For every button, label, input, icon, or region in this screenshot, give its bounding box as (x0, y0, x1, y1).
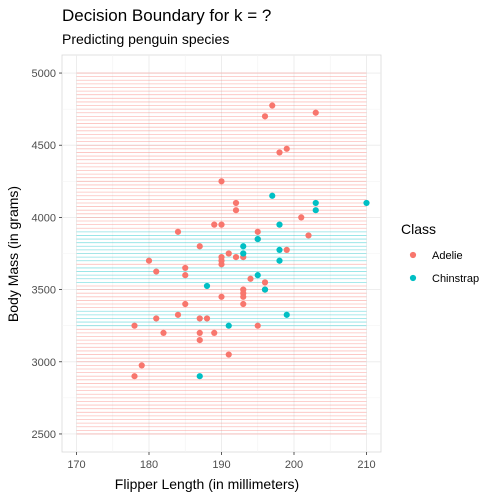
data-point-adelie (247, 275, 254, 282)
data-point-chinstrap (254, 235, 261, 243)
data-point-chinstrap (283, 311, 290, 318)
data-point-adelie (312, 109, 319, 116)
data-point-adelie (196, 337, 203, 344)
y-axis-title: Body Mass (in grams) (5, 186, 21, 322)
data-point-adelie (240, 293, 247, 300)
data-point-adelie (203, 315, 211, 322)
data-point-adelie (182, 264, 189, 272)
data-point-adelie (131, 322, 138, 329)
x-tick-label: 210 (357, 459, 375, 471)
data-point-chinstrap (269, 192, 276, 199)
legend-label-adelie: Adelie (432, 250, 463, 262)
data-point-chinstrap (276, 257, 283, 264)
plot-panel (61, 54, 382, 453)
x-axis-ticks: 170 180 190 200 210 (67, 452, 376, 471)
data-point-chinstrap (261, 286, 269, 293)
y-tick-label: 5000 (32, 68, 56, 80)
data-point-adelie (174, 311, 182, 318)
x-axis-title: Flipper Length (in millimeters) (115, 476, 299, 492)
decision-boundary (76, 72, 367, 435)
y-tick-label: 2500 (32, 429, 56, 441)
data-point-adelie (182, 272, 189, 279)
data-point-adelie (196, 315, 203, 322)
data-point-adelie (283, 246, 290, 253)
data-point-adelie (269, 102, 276, 109)
data-point-chinstrap (363, 199, 370, 207)
data-point-adelie (145, 257, 153, 264)
data-point-adelie (153, 268, 160, 275)
legend-label-chinstrap: Chinstrap (432, 273, 479, 285)
data-point-adelie (232, 199, 240, 207)
legend-title: Class (401, 221, 436, 237)
y-axis-ticks: 2500 3000 3500 4000 4500 5000 (32, 68, 62, 441)
data-point-adelie (232, 207, 240, 214)
data-point-adelie (261, 113, 269, 120)
legend-key-chinstrap (409, 274, 417, 282)
data-point-adelie (196, 329, 203, 336)
y-tick-label: 3500 (32, 285, 56, 297)
data-point-adelie (182, 300, 189, 308)
data-point-adelie (138, 362, 145, 369)
data-point-chinstrap (225, 322, 232, 329)
x-tick-label: 200 (285, 459, 303, 471)
data-point-adelie (218, 261, 225, 268)
legend: Class Adelie Chinstrap (401, 221, 479, 285)
data-point-adelie (232, 254, 240, 261)
data-point-adelie (283, 145, 290, 152)
data-point-adelie (131, 373, 138, 380)
data-point-chinstrap (240, 250, 247, 257)
y-tick-label: 4500 (32, 140, 56, 152)
data-point-adelie (196, 243, 203, 250)
data-point-chinstrap (312, 207, 319, 214)
x-tick-label: 180 (140, 459, 158, 471)
data-point-chinstrap (312, 199, 319, 207)
data-point-adelie (225, 250, 232, 257)
data-point-adelie (261, 279, 269, 286)
data-point-chinstrap (254, 272, 261, 279)
grid-lines (62, 55, 381, 452)
data-point-adelie (153, 315, 160, 322)
data-point-adelie (218, 293, 225, 300)
data-point-adelie (240, 300, 247, 308)
data-point-adelie (218, 178, 225, 185)
data-point-adelie (225, 351, 232, 358)
data-point-adelie (276, 149, 283, 156)
data-point-chinstrap (276, 246, 283, 253)
data-point-adelie (174, 228, 182, 235)
data-point-adelie (218, 221, 225, 228)
x-tick-label: 190 (212, 459, 230, 471)
data-point-chinstrap (240, 243, 247, 250)
chart-subtitle: Predicting penguin species (62, 31, 229, 47)
data-points (131, 102, 370, 380)
data-point-chinstrap (196, 373, 203, 380)
data-point-adelie (254, 322, 261, 329)
legend-key-adelie (409, 251, 417, 259)
data-point-chinstrap (276, 221, 283, 228)
y-tick-label: 3000 (32, 357, 56, 369)
data-point-adelie (160, 329, 167, 336)
data-point-adelie (211, 329, 218, 336)
data-point-chinstrap (203, 282, 211, 290)
data-point-adelie (211, 221, 218, 228)
y-tick-label: 4000 (32, 212, 56, 224)
data-point-adelie (305, 232, 312, 239)
data-point-adelie (254, 228, 261, 235)
x-tick-label: 170 (67, 459, 85, 471)
chart-title: Decision Boundary for k = ? (62, 6, 271, 25)
data-point-adelie (298, 214, 305, 221)
